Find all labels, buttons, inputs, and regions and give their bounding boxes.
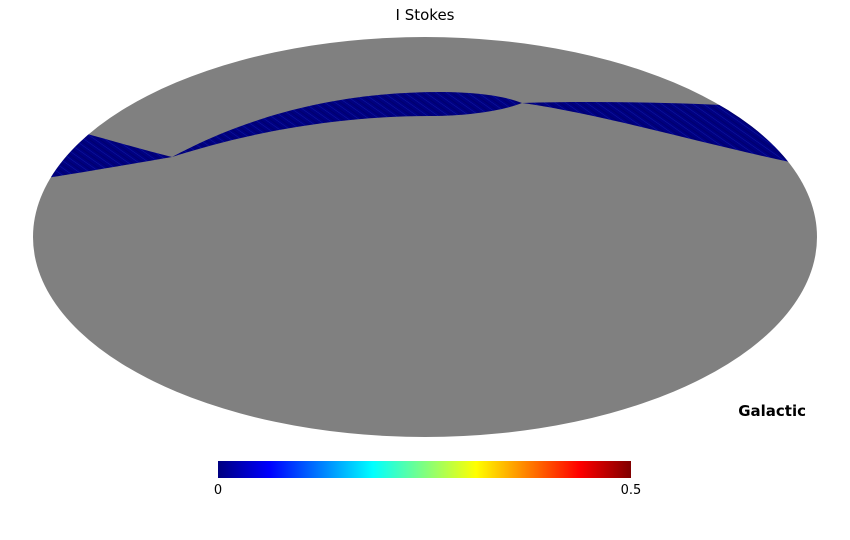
- sky-map: [33, 37, 817, 437]
- colorbar-max-label: 0.5: [620, 483, 642, 498]
- colorbar-min-label: 0: [213, 483, 223, 498]
- scan-band-texture: [33, 92, 817, 182]
- colorbar: [218, 461, 631, 478]
- coordinate-label: Galactic: [738, 402, 806, 420]
- plot-title: I Stokes: [395, 6, 455, 24]
